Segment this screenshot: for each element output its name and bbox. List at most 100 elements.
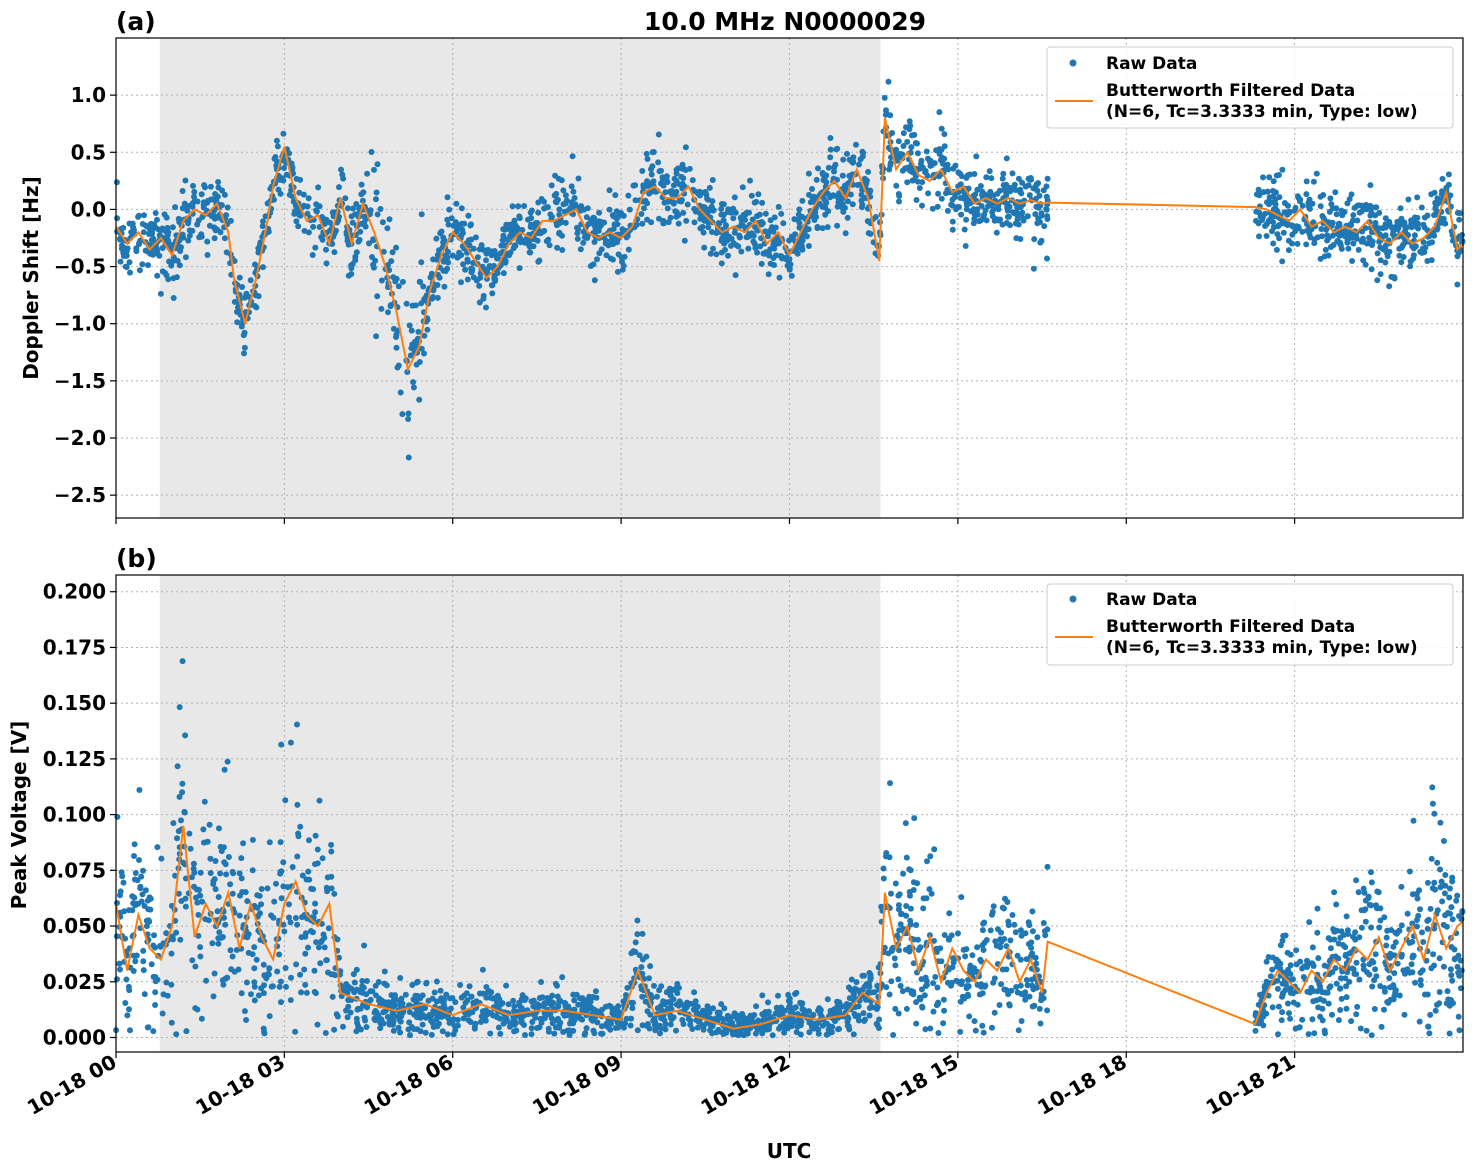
- raw-data-point: [360, 984, 367, 991]
- raw-data-point: [995, 926, 1001, 933]
- raw-data-point: [417, 1014, 424, 1021]
- raw-data-point: [316, 203, 323, 210]
- raw-data-point: [1256, 209, 1263, 216]
- raw-data-point: [238, 323, 245, 330]
- raw-data-point: [718, 1001, 725, 1008]
- raw-data-point: [465, 237, 472, 244]
- raw-data-point: [934, 203, 941, 210]
- raw-data-point: [1410, 252, 1417, 259]
- raw-data-point: [1361, 889, 1368, 896]
- raw-data-point: [516, 999, 523, 1006]
- raw-data-point: [1287, 962, 1294, 969]
- raw-data-point: [749, 216, 756, 223]
- raw-data-point: [395, 283, 402, 290]
- raw-data-point: [511, 1021, 518, 1028]
- raw-data-point: [559, 232, 565, 239]
- raw-data-point: [313, 207, 320, 214]
- raw-data-point: [472, 234, 479, 241]
- raw-data-point: [260, 990, 267, 997]
- raw-data-point: [940, 996, 947, 1003]
- raw-data-point: [1376, 924, 1383, 931]
- raw-data-point: [1034, 187, 1041, 194]
- raw-data-point: [379, 1019, 386, 1026]
- raw-data-point: [730, 1031, 736, 1038]
- raw-data-point: [1421, 214, 1428, 221]
- raw-data-point: [961, 226, 968, 233]
- raw-data-point: [675, 165, 682, 172]
- raw-data-point: [1448, 944, 1455, 950]
- raw-data-point: [853, 141, 859, 148]
- raw-data-point: [1304, 227, 1311, 234]
- raw-data-point: [1256, 233, 1262, 240]
- raw-data-point: [1032, 954, 1039, 961]
- raw-data-point: [506, 1023, 513, 1030]
- raw-data-point: [893, 182, 900, 189]
- raw-data-point: [616, 1009, 623, 1016]
- y-tick-label: −1.5: [54, 369, 106, 393]
- raw-data-point: [278, 999, 284, 1006]
- raw-data-point: [987, 927, 994, 934]
- raw-data-point: [1337, 242, 1344, 249]
- raw-data-point: [1267, 973, 1274, 980]
- raw-data-point: [1440, 921, 1447, 928]
- raw-data-point: [532, 1014, 539, 1021]
- raw-data-point: [1286, 985, 1293, 992]
- raw-data-point: [211, 235, 218, 242]
- raw-data-point: [1338, 995, 1345, 1002]
- raw-data-point: [473, 998, 480, 1005]
- raw-data-point: [136, 787, 143, 793]
- raw-data-point: [280, 859, 287, 866]
- legend-filtered-label-a: Butterworth Filtered Data: [1106, 81, 1355, 101]
- raw-data-point: [157, 290, 164, 297]
- raw-data-point: [511, 1007, 517, 1014]
- raw-data-point: [455, 222, 462, 229]
- raw-data-point: [895, 906, 902, 913]
- raw-data-point: [796, 220, 803, 226]
- raw-data-point: [353, 1028, 360, 1035]
- raw-data-point: [297, 971, 304, 978]
- raw-data-point: [460, 1015, 467, 1022]
- raw-data-point: [141, 212, 147, 219]
- raw-data-point: [603, 252, 610, 259]
- raw-data-point: [143, 923, 150, 930]
- raw-data-point: [786, 1019, 793, 1026]
- raw-data-point: [1362, 261, 1369, 268]
- raw-data-point: [819, 225, 826, 232]
- raw-data-point: [648, 994, 655, 1001]
- raw-data-point: [218, 934, 225, 941]
- raw-data-point: [419, 1021, 426, 1028]
- raw-data-point: [203, 977, 210, 984]
- raw-data-point: [931, 846, 938, 853]
- raw-data-point: [625, 192, 632, 199]
- raw-data-point: [1405, 196, 1412, 203]
- raw-data-point: [392, 278, 399, 285]
- raw-data-point: [913, 922, 920, 928]
- raw-data-point: [414, 1007, 421, 1014]
- raw-data-point: [410, 384, 417, 391]
- raw-data-point: [393, 244, 400, 251]
- raw-data-point: [408, 327, 415, 334]
- raw-data-point: [874, 982, 881, 989]
- raw-data-point: [1354, 217, 1361, 224]
- raw-data-point: [1331, 889, 1338, 896]
- raw-data-point: [536, 257, 543, 264]
- raw-data-point: [1391, 970, 1398, 977]
- raw-data-point: [739, 184, 746, 191]
- raw-data-point: [1449, 977, 1456, 984]
- raw-data-point: [1377, 257, 1384, 264]
- raw-data-point: [144, 897, 151, 904]
- raw-data-point: [678, 198, 685, 205]
- raw-data-point: [1429, 800, 1436, 807]
- raw-data-point: [1274, 208, 1281, 215]
- raw-data-point: [273, 880, 279, 887]
- raw-data-point: [483, 994, 490, 1001]
- raw-data-point: [754, 249, 761, 256]
- raw-data-point: [888, 978, 895, 985]
- raw-data-point: [142, 247, 149, 254]
- raw-data-point: [941, 932, 948, 938]
- raw-data-point: [425, 997, 432, 1004]
- raw-data-point: [1292, 228, 1299, 235]
- raw-data-point: [431, 989, 438, 996]
- raw-data-point: [1367, 182, 1374, 189]
- raw-data-point: [641, 205, 647, 212]
